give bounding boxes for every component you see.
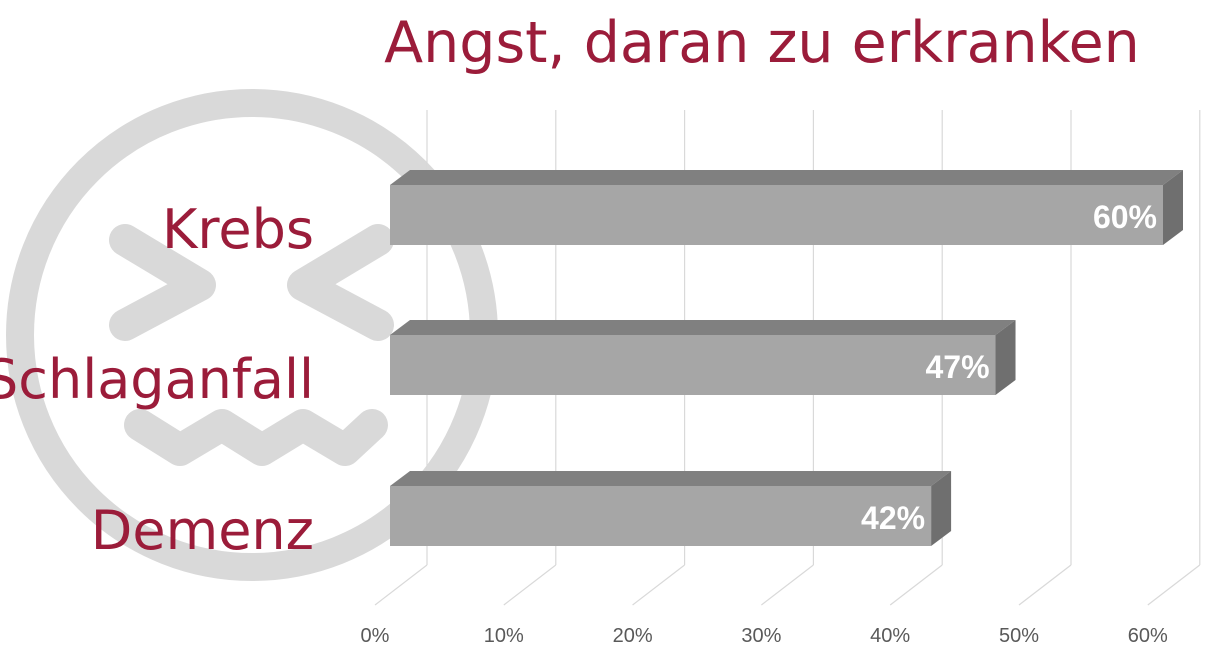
gridline-floor [503, 564, 557, 606]
data-label: 47% [925, 349, 989, 385]
x-tick-label: 60% [1128, 625, 1168, 647]
bar-side [931, 471, 952, 546]
gridline-floor [632, 564, 685, 606]
bar-front [390, 185, 1163, 245]
data-labels: 60% 47% 42% [861, 199, 1157, 536]
gridline-floor [889, 564, 943, 606]
data-label: 42% [861, 500, 925, 536]
bar-side [1163, 170, 1183, 245]
bar-top [390, 170, 1183, 185]
bar-front [390, 335, 996, 395]
bar-top [390, 320, 1016, 335]
x-tick-label: 40% [870, 625, 910, 647]
bar-top [390, 471, 952, 486]
category-label: Demenz [91, 499, 314, 562]
gridline-floor [761, 564, 814, 606]
category-label: Krebs [162, 198, 314, 261]
bar [390, 471, 952, 546]
bars [390, 170, 1183, 546]
x-tick-label: 20% [613, 625, 653, 647]
bar [390, 320, 1016, 395]
x-axis-ticks: 0% 10% 20% 30% 40% 50% 60% [361, 625, 1168, 647]
data-label: 60% [1093, 199, 1157, 235]
chart-title: Angst, daran zu erkranken [384, 10, 1140, 76]
category-labels: Krebs Schlaganfall Demenz [0, 198, 314, 562]
x-tick-label: 50% [999, 625, 1039, 647]
x-tick-label: 30% [741, 625, 781, 647]
x-tick-label: 0% [361, 625, 390, 647]
x-tick-label: 10% [484, 625, 524, 647]
bar-side [995, 320, 1016, 395]
gridline-floor [1147, 564, 1201, 606]
bar [390, 170, 1183, 245]
category-label: Schlaganfall [0, 348, 314, 411]
gridline-floor [1018, 564, 1072, 606]
gridline-floor [374, 564, 428, 606]
bar-front [390, 486, 932, 546]
